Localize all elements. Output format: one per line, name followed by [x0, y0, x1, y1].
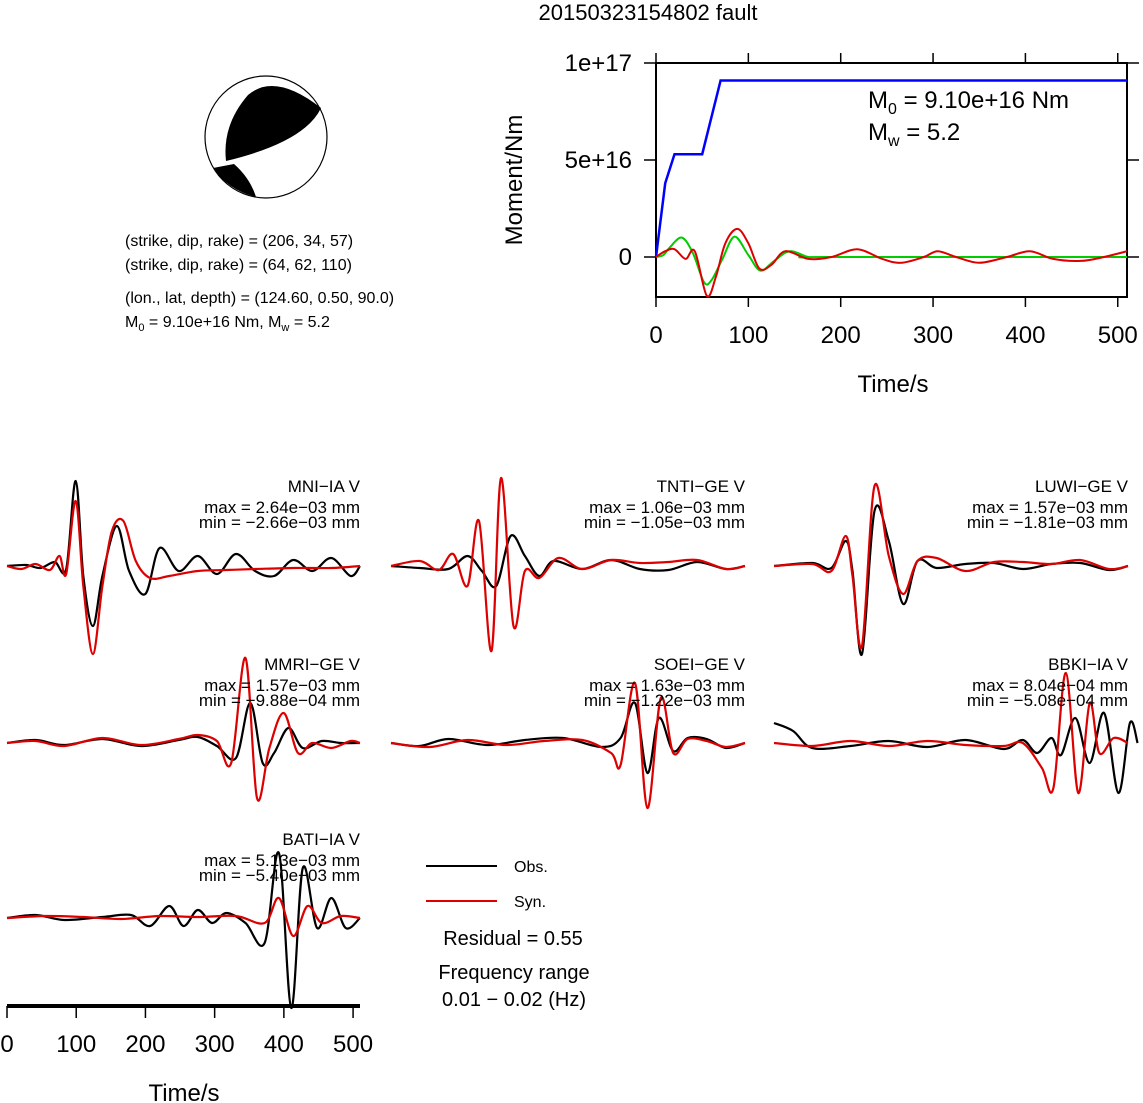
moment-series-green — [655, 235, 1127, 286]
station-max: max = 1.06e−03 mm — [589, 498, 745, 517]
frequency-range-title: Frequency range — [438, 962, 589, 984]
waveform-xtick-label: 0 — [0, 1031, 13, 1058]
station-name: LUWI−GE V — [1035, 477, 1129, 496]
station-max: max = 1.63e−03 mm — [589, 676, 745, 695]
beachball-compression-small — [213, 164, 256, 197]
station-name: BBKI−IA V — [1048, 655, 1129, 674]
station-name: TNTI−GE V — [657, 477, 746, 496]
moment-magnitude-line: M0 = 9.10e+16 Nm, Mw = 5.2 — [125, 314, 330, 334]
station-max: max = 8.04e−04 mm — [972, 676, 1128, 695]
waveform-xtick-label: 500 — [333, 1031, 373, 1058]
moment-plot: 0 5e+16 1e+17 0 100 200 300 400 500 Moment/Nm T… — [501, 50, 1139, 398]
waveform-syn — [773, 671, 1129, 795]
moment-x-axis: 0 100 200 300 400 500 — [649, 53, 1138, 349]
moment-series-cumulative-moment — [654, 79, 1127, 258]
station-max: max = 1.57e−03 mm — [204, 676, 360, 695]
moment-ylabel: Moment/Nm — [501, 115, 528, 246]
waveform-syn — [390, 476, 746, 653]
station-min: min = −2.66e−03 mm — [199, 513, 360, 532]
waveform-xtick-label: 200 — [125, 1031, 165, 1058]
waveform-obs — [773, 711, 1139, 795]
waveform-syn — [6, 499, 361, 656]
station-min: min = −5.08e−04 mm — [967, 691, 1128, 710]
station-min: min = −1.81e−03 mm — [967, 513, 1128, 532]
moment-xtick-label: 200 — [821, 322, 861, 349]
station-min: min = −9.88e−04 mm — [199, 691, 360, 710]
waveform-obs — [390, 534, 746, 589]
station-max: max = 5.13e−03 mm — [204, 851, 360, 870]
moment-mw-annotation: Mw = 5.2 — [868, 119, 960, 150]
waveform-syn — [773, 482, 1129, 650]
mechanism-text: (strike, dip, rake) = (206, 34, 57) (str… — [125, 233, 394, 334]
moment-plot-frame — [655, 62, 1128, 298]
waveform-xlabel: Time/s — [148, 1080, 219, 1103]
station-max: max = 2.64e−03 mm — [204, 498, 360, 517]
station-name: BATI−IA V — [282, 830, 360, 849]
nodal-plane-1: (strike, dip, rake) = (206, 34, 57) — [125, 233, 353, 250]
moment-ytick-label: 0 — [619, 244, 632, 271]
station-min: min = −5.40e−03 mm — [199, 866, 360, 885]
moment-m0-annotation: M0 = 9.10e+16 Nm — [868, 87, 1069, 118]
station-name: SOEI−GE V — [654, 655, 746, 674]
figure-title: 20150323154802 fault — [539, 0, 758, 25]
moment-xtick-label: 100 — [728, 322, 768, 349]
legend: Obs. Syn. Residual = 0.55 Frequency rang… — [426, 859, 590, 1011]
residual-text: Residual = 0.55 — [443, 928, 583, 950]
moment-xlabel: Time/s — [857, 371, 928, 398]
moment-series-red — [655, 227, 1128, 298]
waveform-x-axis: 0 100 200 300 400 500 — [0, 1004, 373, 1058]
nodal-plane-2: (strike, dip, rake) = (64, 62, 110) — [125, 257, 352, 274]
waveform-syn — [6, 896, 361, 938]
location-depth: (lon., lat, depth) = (124.60, 0.50, 90.0… — [125, 290, 394, 307]
station-name: MNI−IA V — [288, 477, 361, 496]
moment-series — [654, 79, 1128, 298]
moment-ytick-label: 1e+17 — [565, 50, 632, 77]
waveform-syn — [6, 656, 361, 802]
moment-xtick-label: 500 — [1098, 322, 1138, 349]
waveform-syn — [390, 681, 746, 810]
moment-xtick-label: 400 — [1005, 322, 1045, 349]
waveform-obs — [6, 701, 361, 767]
beachball — [204, 75, 328, 199]
waveform-obs — [390, 701, 746, 775]
frequency-range-value: 0.01 − 0.02 (Hz) — [442, 989, 586, 1011]
station-min: min = −1.05e−03 mm — [584, 513, 745, 532]
legend-syn-label: Syn. — [514, 894, 546, 911]
moment-y-axis: 0 5e+16 1e+17 — [565, 50, 1139, 271]
waveform-xtick-label: 400 — [264, 1031, 304, 1058]
waveform-xtick-label: 100 — [56, 1031, 96, 1058]
station-max: max = 1.57e−03 mm — [972, 498, 1128, 517]
moment-ytick-label: 5e+16 — [565, 147, 632, 174]
waveform-xtick-label: 300 — [195, 1031, 235, 1058]
moment-xtick-label: 300 — [913, 322, 953, 349]
moment-xtick-label: 0 — [649, 322, 662, 349]
station-name: MMRI−GE V — [264, 655, 361, 674]
station-min: min = −1.22e−03 mm — [584, 691, 745, 710]
beachball-compression-quadrant — [225, 86, 321, 161]
legend-obs-label: Obs. — [514, 859, 548, 876]
